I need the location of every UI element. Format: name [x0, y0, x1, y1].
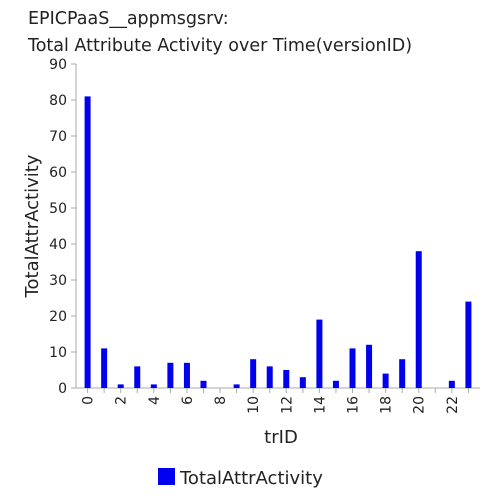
x-tick-label: 18 — [379, 396, 395, 414]
x-axis-label: trID — [264, 427, 298, 448]
bar — [167, 362, 174, 388]
legend: TotalAttrActivity — [158, 468, 323, 489]
x-tick-label: 6 — [180, 396, 196, 405]
x-axis-ticks: 0 2 4 6 8 10 12 14 16 18 20 22 — [81, 388, 469, 414]
y-axis-ticks: 0 10 20 30 40 50 60 70 80 90 — [49, 57, 76, 397]
bar — [117, 384, 124, 388]
y-tick-label: 10 — [49, 345, 67, 361]
bar — [233, 384, 240, 388]
x-tick-label: 8 — [213, 396, 229, 405]
bar — [266, 366, 273, 388]
bar — [332, 380, 339, 388]
y-axis-label: TotalAttrActivity — [22, 154, 43, 298]
bar — [299, 377, 306, 388]
bar — [399, 359, 406, 388]
bar — [250, 359, 257, 388]
bar-series — [84, 96, 472, 389]
bar — [349, 348, 356, 388]
y-tick-label: 50 — [49, 201, 67, 217]
chart-title: EPICPaaS__appmsgsrv: — [28, 9, 229, 29]
legend-swatch — [158, 468, 175, 485]
bar — [84, 96, 91, 389]
y-tick-label: 90 — [49, 57, 67, 73]
bar — [200, 380, 207, 388]
plot-area: 0 10 20 30 40 50 60 70 80 90 0 2 4 6 8 10 12 14 16 18 20 22 — [49, 57, 480, 414]
bar — [134, 366, 141, 388]
bar — [382, 373, 389, 388]
x-tick-label: 14 — [312, 396, 328, 414]
bar — [183, 362, 190, 388]
bar — [448, 380, 455, 388]
y-tick-label: 80 — [49, 93, 67, 109]
y-tick-label: 0 — [58, 381, 67, 397]
bar — [465, 301, 472, 388]
x-tick-label: 2 — [114, 396, 130, 405]
bar — [150, 384, 157, 388]
chart-subtitle: Total Attribute Activity over Time(versi… — [27, 36, 412, 56]
legend-label: TotalAttrActivity — [179, 468, 323, 489]
x-tick-label: 16 — [346, 396, 362, 414]
x-tick-label: 0 — [81, 396, 97, 405]
x-tick-label: 4 — [147, 396, 163, 405]
y-tick-label: 20 — [49, 309, 67, 325]
y-tick-label: 40 — [49, 237, 67, 253]
y-tick-label: 60 — [49, 165, 67, 181]
x-tick-label: 20 — [412, 396, 428, 414]
bar — [101, 348, 108, 388]
y-tick-label: 30 — [49, 273, 67, 289]
x-tick-label: 12 — [279, 396, 295, 414]
x-tick-label: 10 — [246, 396, 262, 414]
y-tick-label: 70 — [49, 129, 67, 145]
bar — [316, 319, 323, 388]
x-tick-label: 22 — [445, 396, 461, 414]
bar — [366, 344, 373, 388]
bar — [415, 251, 422, 388]
bar — [283, 370, 290, 388]
